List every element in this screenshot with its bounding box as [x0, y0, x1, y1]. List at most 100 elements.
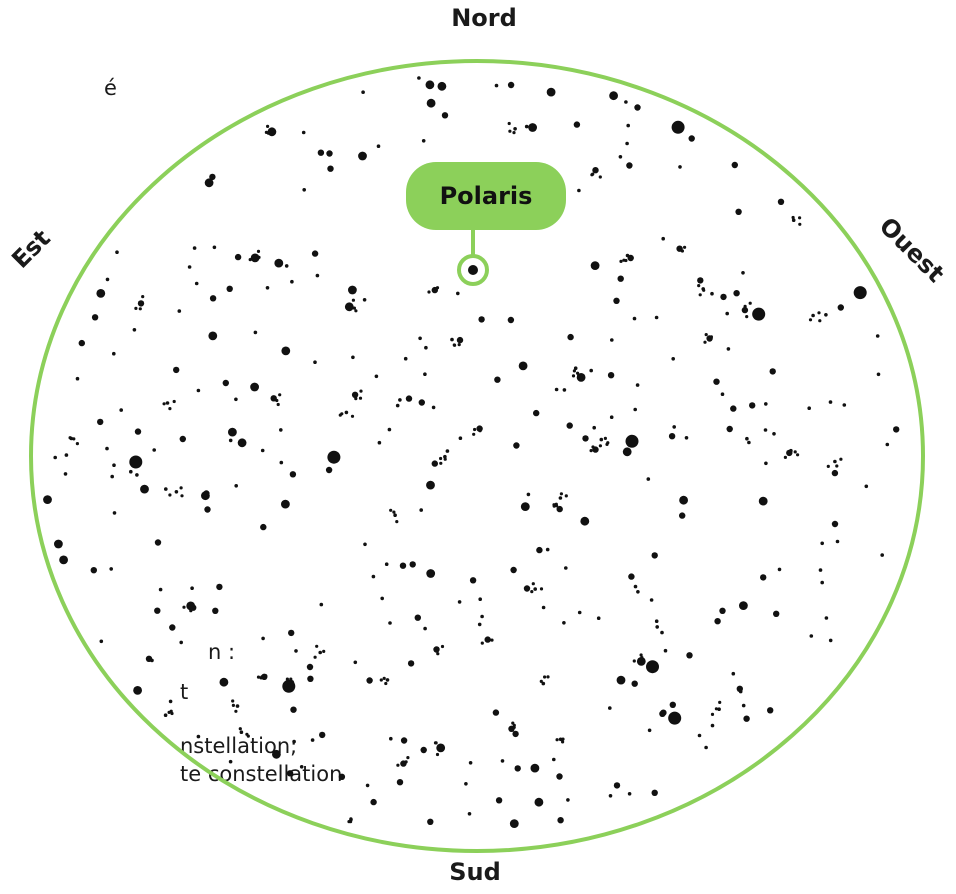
star	[358, 151, 367, 161]
star	[616, 675, 626, 685]
star	[539, 679, 543, 684]
star	[818, 319, 822, 323]
star	[288, 629, 295, 637]
star	[741, 703, 746, 708]
star	[528, 123, 537, 132]
star	[632, 659, 636, 663]
star	[439, 456, 443, 461]
star	[180, 494, 184, 498]
star	[661, 236, 665, 241]
star	[646, 477, 651, 481]
star	[456, 291, 460, 296]
star	[627, 254, 634, 262]
star	[75, 376, 80, 381]
star	[607, 372, 615, 379]
star	[824, 616, 829, 620]
star	[315, 273, 320, 278]
star	[285, 677, 289, 681]
star	[204, 506, 211, 513]
star	[445, 449, 450, 453]
star	[853, 286, 867, 300]
star	[289, 677, 293, 681]
star	[580, 516, 590, 526]
star	[216, 583, 223, 591]
star	[684, 436, 689, 440]
star	[290, 279, 294, 284]
star	[231, 699, 235, 703]
star	[624, 100, 628, 104]
star	[169, 624, 176, 631]
star	[562, 621, 566, 625]
star	[154, 539, 162, 546]
star	[307, 675, 314, 682]
star	[389, 736, 393, 741]
star	[418, 399, 425, 406]
star	[725, 311, 729, 316]
star	[426, 569, 436, 578]
star	[749, 402, 756, 409]
star	[228, 759, 233, 764]
star	[450, 337, 454, 342]
star	[276, 402, 280, 407]
star	[720, 293, 727, 301]
star	[669, 701, 676, 708]
star	[807, 406, 811, 411]
star	[820, 580, 824, 585]
star	[598, 444, 603, 448]
star	[209, 295, 217, 302]
star	[598, 175, 602, 179]
star	[773, 610, 780, 617]
star	[420, 746, 427, 754]
star	[315, 644, 319, 648]
star	[680, 249, 685, 253]
star	[552, 504, 556, 508]
star	[566, 798, 570, 802]
star	[437, 81, 447, 91]
star	[480, 614, 484, 619]
star	[306, 663, 314, 671]
star	[632, 316, 637, 321]
star	[791, 215, 795, 220]
star	[513, 442, 520, 449]
star	[421, 139, 426, 143]
star	[299, 765, 304, 769]
star	[573, 366, 578, 371]
star	[831, 469, 839, 477]
star	[427, 290, 431, 294]
star	[558, 496, 563, 500]
star	[351, 355, 355, 360]
star	[478, 316, 485, 323]
star	[566, 422, 573, 429]
star	[260, 523, 267, 531]
star	[796, 453, 800, 457]
star	[539, 587, 544, 591]
star	[110, 474, 114, 479]
star	[467, 812, 472, 816]
star	[668, 433, 676, 440]
star	[495, 797, 503, 804]
star	[546, 675, 550, 679]
star	[248, 258, 252, 262]
star	[173, 366, 180, 374]
star	[526, 492, 531, 497]
star	[457, 600, 462, 604]
star	[289, 471, 297, 478]
star	[793, 450, 797, 454]
star	[417, 76, 421, 80]
star	[379, 678, 383, 682]
star	[287, 683, 291, 687]
star	[426, 480, 435, 490]
star	[710, 712, 715, 717]
star	[105, 277, 110, 282]
star	[398, 398, 402, 402]
star	[384, 681, 388, 686]
star	[719, 607, 726, 614]
star	[257, 255, 261, 259]
star	[253, 330, 258, 335]
star	[518, 361, 528, 371]
star	[105, 446, 109, 451]
star	[443, 454, 447, 459]
star	[512, 730, 519, 738]
star	[424, 345, 428, 350]
star	[135, 473, 139, 477]
